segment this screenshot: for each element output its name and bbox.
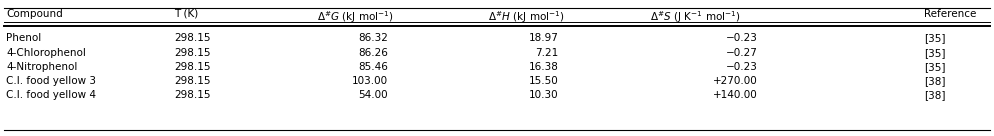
Text: 86.32: 86.32 — [358, 33, 388, 43]
Text: 298.15: 298.15 — [174, 76, 211, 86]
Text: C.I. food yellow 3: C.I. food yellow 3 — [6, 76, 96, 86]
Text: Compound: Compound — [6, 9, 63, 19]
Text: −0.23: −0.23 — [726, 62, 757, 72]
Text: T (K): T (K) — [174, 9, 198, 19]
Text: [35]: [35] — [924, 33, 946, 43]
Text: [38]: [38] — [924, 76, 946, 86]
Text: 7.21: 7.21 — [536, 48, 559, 58]
Text: 298.15: 298.15 — [174, 90, 211, 100]
Text: 18.97: 18.97 — [529, 33, 559, 43]
Text: 4-Chlorophenol: 4-Chlorophenol — [6, 48, 85, 58]
Text: 86.26: 86.26 — [358, 48, 388, 58]
Text: C.I. food yellow 4: C.I. food yellow 4 — [6, 90, 96, 100]
Text: 54.00: 54.00 — [358, 90, 388, 100]
Text: 4-Nitrophenol: 4-Nitrophenol — [6, 62, 78, 72]
Text: −0.23: −0.23 — [726, 33, 757, 43]
Text: 103.00: 103.00 — [352, 76, 388, 86]
Text: +270.00: +270.00 — [713, 76, 757, 86]
Text: +140.00: +140.00 — [713, 90, 757, 100]
Text: [35]: [35] — [924, 62, 946, 72]
Text: 15.50: 15.50 — [529, 76, 559, 86]
Text: $\Delta^{\#}G$ (kJ mol$^{-1}$): $\Delta^{\#}G$ (kJ mol$^{-1}$) — [317, 9, 395, 25]
Text: −0.27: −0.27 — [726, 48, 757, 58]
Text: 298.15: 298.15 — [174, 62, 211, 72]
Text: 16.38: 16.38 — [529, 62, 559, 72]
Text: $\Delta^{\#}H$ (kJ mol$^{-1}$): $\Delta^{\#}H$ (kJ mol$^{-1}$) — [488, 9, 566, 25]
Text: 298.15: 298.15 — [174, 33, 211, 43]
Text: [35]: [35] — [924, 48, 946, 58]
Text: 298.15: 298.15 — [174, 48, 211, 58]
Text: Phenol: Phenol — [6, 33, 41, 43]
Text: [38]: [38] — [924, 90, 946, 100]
Text: 85.46: 85.46 — [358, 62, 388, 72]
Text: $\Delta^{\#}S$ (J K$^{-1}$ mol$^{-1}$): $\Delta^{\#}S$ (J K$^{-1}$ mol$^{-1}$) — [650, 9, 742, 25]
Text: Reference: Reference — [924, 9, 977, 19]
Text: 10.30: 10.30 — [529, 90, 559, 100]
